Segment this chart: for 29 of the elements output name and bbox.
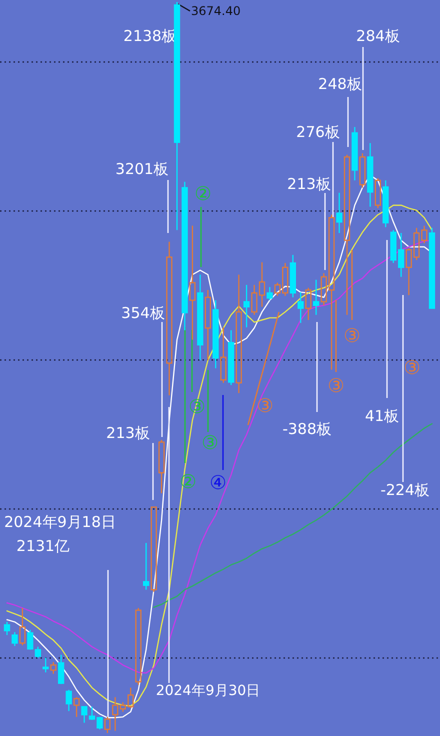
annotation: 276板 — [296, 123, 340, 141]
annotation: ③ — [256, 395, 274, 417]
annotation: ③ — [403, 357, 421, 379]
annotation: 2131亿 — [16, 537, 109, 718]
annotation: 2024年9月18日 — [4, 513, 116, 531]
annotation: ③ — [201, 432, 219, 454]
annotation: -224板 — [380, 481, 430, 499]
annotation: ② — [194, 183, 212, 205]
annotation: 3201板 — [115, 160, 169, 178]
annotation: 354板 — [121, 304, 165, 322]
annotation: 213板 — [106, 424, 150, 442]
annotation: 213板 — [287, 175, 331, 193]
annotation: 213板 — [287, 175, 331, 270]
annotation: ③ — [247, 312, 280, 426]
annotation: 3674.40 — [178, 3, 241, 18]
annotation: 41板 — [364, 240, 400, 425]
annotation: ④ — [209, 472, 227, 494]
annotation: 2024年9月30日 — [156, 683, 260, 699]
annotation: 3674.40 — [191, 4, 241, 18]
annotation: 3201板 — [115, 160, 169, 233]
annotation: 213板 — [106, 424, 154, 500]
annotation: 2138板 — [123, 27, 177, 45]
annotation: 41板 — [364, 407, 400, 425]
annotation: 2131亿 — [16, 537, 70, 555]
annotation: 284板 — [356, 27, 400, 45]
annotation: ② — [194, 183, 212, 267]
annotation: ③ — [343, 325, 361, 347]
annotation: ③ — [343, 250, 361, 347]
annotation: -388板 — [282, 420, 332, 438]
